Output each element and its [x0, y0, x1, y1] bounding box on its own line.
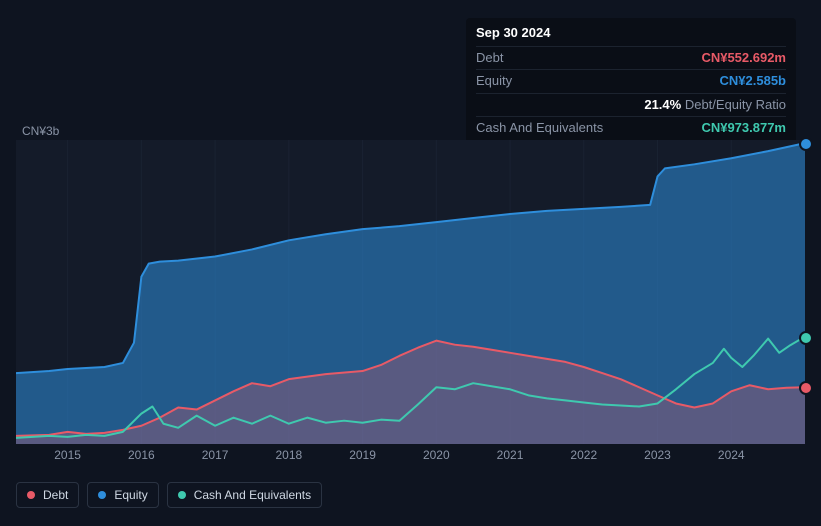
tooltip-row-value: CN¥973.877m: [701, 119, 786, 137]
x-tick-label: 2021: [497, 448, 524, 462]
legend-label: Equity: [114, 488, 147, 502]
x-tick-label: 2024: [718, 448, 745, 462]
tooltip-row: 21.4% Debt/Equity Ratio: [476, 93, 786, 116]
tooltip-row-value: CN¥552.692m: [701, 49, 786, 67]
legend-dot-icon: [27, 491, 35, 499]
chart-svg: [16, 140, 805, 444]
tooltip-row-value: 21.4% Debt/Equity Ratio: [644, 96, 786, 114]
tooltip-row: Equity CN¥2.585b: [476, 69, 786, 92]
chart-legend: Debt Equity Cash And Equivalents: [16, 482, 322, 508]
x-axis-ticks: 2015 2016 2017 2018 2019 2020 2021 2022 2023 2024: [16, 448, 805, 466]
legend-item[interactable]: Cash And Equivalents: [167, 482, 322, 508]
series-end-marker: [799, 331, 813, 345]
tooltip-row: Cash And Equivalents CN¥973.877m: [476, 116, 786, 139]
legend-label: Debt: [43, 488, 68, 502]
legend-item[interactable]: Debt: [16, 482, 79, 508]
tooltip-date: Sep 30 2024: [476, 24, 786, 46]
tooltip-row: Debt CN¥552.692m: [476, 46, 786, 69]
x-tick-label: 2015: [54, 448, 81, 462]
tooltip-row-label: Debt: [476, 49, 503, 67]
x-tick-label: 2019: [349, 448, 376, 462]
legend-dot-icon: [98, 491, 106, 499]
x-tick-label: 2016: [128, 448, 155, 462]
tooltip-row-label: Equity: [476, 72, 512, 90]
x-tick-label: 2017: [202, 448, 229, 462]
series-end-marker: [799, 381, 813, 395]
legend-item[interactable]: Equity: [87, 482, 158, 508]
x-tick-label: 2020: [423, 448, 450, 462]
tooltip-row-value: CN¥2.585b: [720, 72, 786, 90]
tooltip-row-label: Cash And Equivalents: [476, 119, 603, 137]
x-tick-label: 2023: [644, 448, 671, 462]
chart-tooltip: Sep 30 2024 Debt CN¥552.692m Equity CN¥2.58…: [466, 18, 796, 145]
y-axis-top-label: CN¥3b: [22, 124, 59, 138]
legend-label: Cash And Equivalents: [194, 488, 311, 502]
x-tick-label: 2018: [275, 448, 302, 462]
x-tick-label: 2022: [570, 448, 597, 462]
chart-plot-area: [16, 140, 805, 444]
legend-dot-icon: [178, 491, 186, 499]
series-end-marker: [799, 137, 813, 151]
